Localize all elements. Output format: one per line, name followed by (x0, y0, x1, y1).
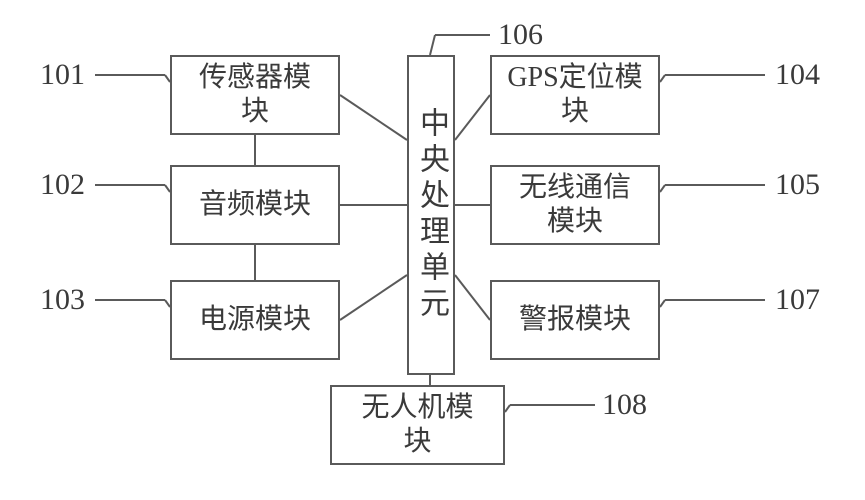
module-sensor-label: 传感器模 块 (199, 61, 311, 128)
label-103: 103 (40, 283, 85, 317)
module-power: 电源模块 (170, 280, 340, 360)
module-audio-label: 音频模块 (199, 188, 311, 222)
module-sensor: 传感器模 块 (170, 55, 340, 135)
module-drone-label: 无人机模 块 (361, 391, 473, 458)
label-101: 101 (40, 58, 85, 92)
label-104: 104 (775, 58, 820, 92)
label-105: 105 (775, 168, 820, 202)
label-107: 107 (775, 283, 820, 317)
module-alarm-label: 警报模块 (519, 303, 631, 337)
module-gps-label: GPS定位模 块 (507, 61, 642, 128)
label-108: 108 (602, 388, 647, 422)
module-drone: 无人机模 块 (330, 385, 505, 465)
module-audio: 音频模块 (170, 165, 340, 245)
system-diagram: 传感器模 块 音频模块 电源模块 中央处理单元 GPS定位模 块 无线通信 模块… (0, 0, 865, 500)
module-wireless-label: 无线通信 模块 (519, 171, 631, 238)
module-alarm: 警报模块 (490, 280, 660, 360)
module-cpu-label: 中央处理单元 (409, 107, 453, 323)
module-power-label: 电源模块 (199, 303, 311, 337)
module-cpu: 中央处理单元 (407, 55, 455, 375)
label-102: 102 (40, 168, 85, 202)
label-106: 106 (498, 18, 543, 52)
module-gps: GPS定位模 块 (490, 55, 660, 135)
module-wireless: 无线通信 模块 (490, 165, 660, 245)
